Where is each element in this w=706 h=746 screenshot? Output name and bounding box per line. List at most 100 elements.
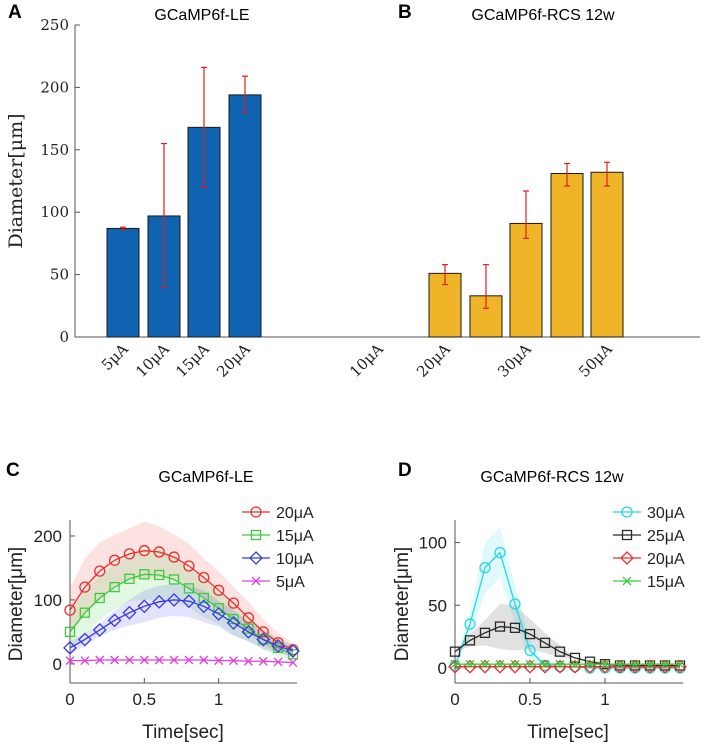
data-point-square — [258, 634, 269, 645]
panel-a-bars — [106, 66, 262, 338]
data-point-circle — [479, 561, 491, 574]
data-point-x — [229, 656, 238, 666]
data-point-diamond — [92, 623, 107, 637]
data-point-circle — [227, 597, 240, 609]
data-point-x — [243, 656, 253, 666]
data-point-square — [183, 583, 195, 594]
x-tick-labels-ab: 5μA 10μA 15μA 20μA 10μA 20μA 30μA 50μA — [98, 340, 616, 381]
data-point-circle — [524, 644, 536, 657]
y-ticks-ab: 0 50 100 150 200 250 — [40, 16, 80, 346]
data-point-circle — [494, 546, 506, 559]
data-point-square — [79, 607, 91, 618]
data-point-x — [199, 655, 209, 665]
data-point-x — [288, 658, 298, 668]
title-a: GCaMP6f-LE — [154, 7, 249, 24]
y-tick-label: 50 — [428, 596, 447, 615]
confidence-band — [455, 604, 680, 666]
data-point-x — [273, 657, 283, 667]
data-point-circle — [464, 618, 476, 630]
series-line — [69, 550, 294, 651]
data-point-x — [465, 659, 475, 669]
data-point-square — [139, 569, 150, 580]
confidence-band — [455, 527, 680, 668]
y-tick-label: 250 — [40, 16, 69, 34]
legend-entry: 20μA — [276, 505, 314, 522]
data-point-square — [524, 628, 536, 640]
data-point-diamond — [211, 607, 226, 621]
panel-b-bar — [550, 173, 584, 338]
data-point-diamond — [122, 605, 137, 620]
data-point-x — [450, 659, 460, 669]
data-point-x — [95, 655, 105, 665]
data-point-diamond — [152, 594, 167, 609]
data-point-circle — [64, 604, 76, 616]
data-point-diamond — [77, 632, 92, 647]
data-point-diamond — [256, 632, 271, 647]
data-point-x — [110, 655, 120, 665]
data-point-square — [198, 592, 209, 604]
x-tick-label: 5μA — [98, 340, 132, 374]
data-point-x — [169, 655, 179, 665]
y-tick-label: 100 — [419, 534, 447, 553]
data-point-diamond — [167, 592, 181, 607]
legend-entry: 15μA — [647, 574, 685, 591]
data-point-diamond — [182, 594, 196, 609]
data-point-square — [449, 646, 461, 657]
x-tick-label: 30μA — [494, 340, 535, 381]
x-tick-label: 20μA — [213, 340, 254, 381]
data-point-diamond — [620, 551, 634, 565]
confidence-band — [70, 548, 293, 661]
data-point-circle — [509, 598, 521, 610]
panel-a-bar — [106, 227, 140, 338]
data-point-square — [94, 592, 105, 604]
panel-letter-b: B — [398, 2, 412, 23]
data-point-square — [109, 581, 120, 593]
data-point-square — [124, 573, 135, 584]
data-point-x — [65, 656, 75, 666]
legend-entry: 5μA — [276, 574, 305, 591]
data-point-x — [258, 656, 268, 666]
data-point-circle — [621, 506, 633, 518]
panel-b-bars — [428, 161, 624, 338]
data-point-x — [510, 659, 520, 669]
panel-letter-a: A — [8, 2, 22, 23]
data-point-square — [494, 621, 506, 632]
panel-d-plot: 0 50 100 0 0.5 1 — [419, 527, 687, 709]
y-axis-label-c: Diameter[μm] — [6, 547, 27, 661]
data-point-x — [80, 656, 90, 666]
legend-entry: 25μA — [647, 528, 685, 545]
y-tick-label: 50 — [50, 266, 69, 284]
panel-b-bar — [509, 222, 543, 338]
y-tick-label: 200 — [40, 78, 69, 96]
legend-entry: 30μA — [647, 505, 685, 522]
x-tick-label: 1 — [600, 690, 609, 709]
data-point-circle — [108, 554, 121, 566]
y-tick-label: 150 — [40, 141, 69, 159]
x-tick-label: 10μA — [346, 340, 387, 381]
data-point-x — [585, 659, 595, 669]
data-point-circle — [242, 612, 255, 624]
data-point-x — [615, 659, 625, 669]
data-point-circle — [79, 581, 91, 593]
data-point-square — [569, 652, 581, 664]
x-tick-label: 50μA — [575, 340, 616, 381]
series-line — [454, 625, 680, 667]
y-tick-label: 200 — [34, 527, 62, 546]
legend-d: 30μA 25μA 20μA 15μA — [613, 505, 685, 591]
data-point-x — [480, 659, 490, 669]
data-point-x — [139, 655, 149, 665]
series-line — [69, 599, 294, 652]
data-point-circle — [213, 584, 225, 596]
x-tick-label: 1 — [214, 690, 223, 709]
y-tick-label: 100 — [40, 203, 69, 221]
data-point-x — [214, 656, 224, 666]
data-point-x — [184, 655, 194, 665]
data-point-x — [251, 576, 261, 586]
y-axis-label-d: Diameter[μm] — [392, 547, 413, 661]
data-point-square — [213, 603, 224, 614]
data-point-x — [555, 659, 565, 669]
data-point-circle — [138, 545, 150, 557]
data-point-diamond — [226, 615, 241, 630]
series-line — [70, 659, 294, 664]
legend-c: 20μA 15μA 10μA 5μA — [242, 505, 314, 591]
